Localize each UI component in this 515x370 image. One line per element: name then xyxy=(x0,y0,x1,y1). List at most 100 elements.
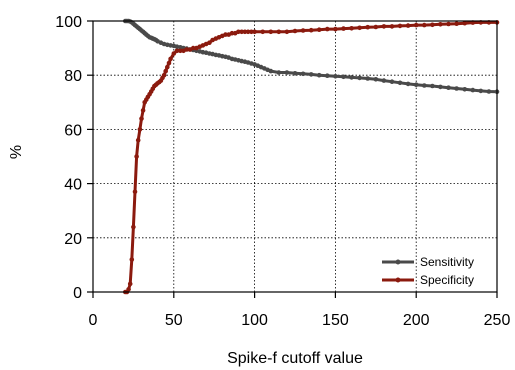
specificity-line xyxy=(123,20,499,294)
specificity-point xyxy=(381,24,387,29)
specificity-point xyxy=(163,68,168,74)
specificity-point xyxy=(166,60,172,66)
specificity-point xyxy=(242,29,248,35)
y-tick-label: 100 xyxy=(55,14,82,31)
specificity-point xyxy=(140,108,146,113)
specificity-point xyxy=(438,22,443,27)
specificity-point xyxy=(190,45,196,51)
y-tick-label: 40 xyxy=(64,177,82,194)
specificity-point xyxy=(454,21,459,27)
specificity-point xyxy=(308,27,314,33)
specificity-point xyxy=(229,30,235,36)
specificity-point xyxy=(132,189,138,194)
specificity-point xyxy=(131,224,136,230)
specificity-point xyxy=(422,22,427,28)
x-tick-label: 100 xyxy=(241,312,268,329)
specificity-point xyxy=(245,29,251,35)
plot-frame xyxy=(92,20,498,293)
y-tick-label: 80 xyxy=(64,68,82,85)
specificity-point xyxy=(446,21,451,27)
x-tick-label: 250 xyxy=(484,312,511,329)
sensitivity-point xyxy=(462,87,468,92)
specificity-point xyxy=(397,23,403,29)
sensitivity-point xyxy=(349,75,354,80)
specificity-point xyxy=(165,64,170,70)
specificity-point xyxy=(168,56,173,62)
sensitivity-point xyxy=(438,84,443,90)
legend: Sensitivity Specificity xyxy=(382,255,474,287)
x-axis-title: Spike-f cutoff value xyxy=(227,350,363,367)
specificity-legend-label: Specificity xyxy=(420,273,474,287)
grid-layer xyxy=(93,21,497,292)
sensitivity-point xyxy=(333,74,338,79)
specificity-point xyxy=(174,48,180,54)
sensitivity-point xyxy=(422,83,427,88)
axis-layer: 0 20 40 60 80 100 0 50 100 150 200 250 xyxy=(55,14,510,329)
specificity-legend-marker xyxy=(395,277,401,283)
sensitivity-point xyxy=(486,89,492,94)
specificity-point xyxy=(249,29,254,35)
specificity-point xyxy=(268,29,274,35)
sensitivity-point xyxy=(308,72,314,77)
specificity-point xyxy=(389,24,395,29)
specificity-point xyxy=(365,24,371,30)
sensitivity-point xyxy=(325,73,330,78)
specificity-point xyxy=(284,29,290,35)
specificity-point xyxy=(207,40,212,45)
sensitivity-point xyxy=(316,72,322,78)
specificity-point xyxy=(184,47,189,52)
specificity-point xyxy=(129,257,135,262)
x-tick-label: 0 xyxy=(89,312,98,329)
specificity-point xyxy=(430,22,435,28)
sensitivity-point xyxy=(397,80,403,86)
x-tick-label: 150 xyxy=(322,312,349,329)
specificity-point xyxy=(413,22,419,28)
specificity-point xyxy=(223,32,228,37)
specificity-point xyxy=(260,29,266,35)
specificity-point xyxy=(462,20,468,26)
specificity-point xyxy=(161,72,167,78)
specificity-point xyxy=(357,25,362,31)
sensitivity-point xyxy=(357,75,362,81)
specificity-point xyxy=(239,29,244,35)
specificity-point xyxy=(127,281,133,287)
sensitivity-point xyxy=(373,77,379,82)
sensitivity-legend-label: Sensitivity xyxy=(420,255,474,269)
sensitivity-point xyxy=(276,70,282,75)
sensitivity-point xyxy=(470,87,476,93)
specificity-point xyxy=(135,137,141,143)
specificity-point xyxy=(333,26,338,32)
sensitivity-point xyxy=(478,88,484,94)
specificity-point xyxy=(139,116,144,121)
sensitivity-legend-marker xyxy=(395,259,401,265)
y-axis-title: % xyxy=(8,145,25,159)
specificity-point xyxy=(373,24,379,30)
sensitivity-point xyxy=(413,82,419,87)
sensitivity-point xyxy=(430,83,435,89)
specificity-point xyxy=(276,29,282,35)
specificity-point xyxy=(341,26,346,31)
sensitivity-point xyxy=(381,78,387,83)
sensitivity-point xyxy=(284,70,290,75)
specificity-point xyxy=(316,27,322,32)
specificity-point xyxy=(252,29,257,35)
specificity-point xyxy=(126,287,131,292)
sensitivity-point xyxy=(300,71,306,77)
y-tick-label: 60 xyxy=(64,122,82,139)
sensitivity-point xyxy=(446,85,451,90)
specificity-point xyxy=(325,26,330,32)
sensitivity-point xyxy=(341,74,346,80)
sensitivity-point xyxy=(454,86,459,91)
specificity-point xyxy=(171,51,177,56)
specificity-point xyxy=(178,48,183,54)
x-tick-label: 200 xyxy=(403,312,430,329)
sensitivity-point xyxy=(405,81,411,87)
y-tick-label: 20 xyxy=(64,231,82,248)
specificity-point xyxy=(405,23,411,28)
sensitivity-point xyxy=(268,68,274,74)
x-tick-label: 50 xyxy=(165,312,183,329)
specificity-point xyxy=(300,28,306,33)
y-tick-label: 0 xyxy=(73,285,82,302)
